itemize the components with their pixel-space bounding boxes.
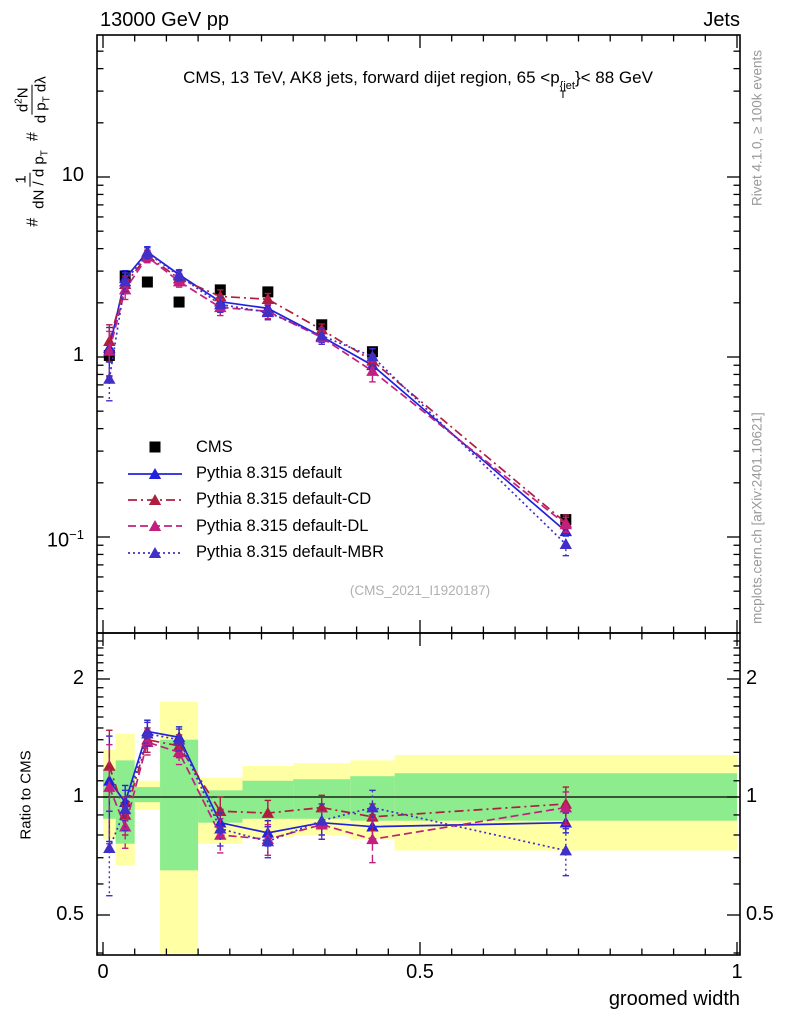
main-y-axis-label: # 1 dN / d pT # d2N d pT dλ	[10, 73, 56, 227]
x-tick-label: 0.5	[406, 961, 434, 983]
x-axis-label: groomed width	[608, 988, 740, 1010]
legend-marker-square	[149, 441, 161, 453]
ylabel-hash-2: #	[24, 132, 41, 142]
panel-title-prefix: CMS, 13 TeV, AK8 jets, forward dijet reg…	[183, 68, 560, 87]
legend-marker-line	[128, 546, 182, 558]
x-tick-label: 1	[731, 961, 743, 983]
legend-label: Pythia 8.315 default-CD	[196, 490, 372, 509]
panel-title: CMS, 13 TeV, AK8 jets, forward dijet reg…	[183, 68, 653, 101]
ratio-y-tick-label-left: 2	[72, 666, 84, 689]
ratio-y-tick-label-right: 0.5	[746, 903, 774, 925]
legend: CMS Pythia 8.315 default Pythia 8.315 defa…	[126, 434, 384, 566]
ratio-y-tick-label-left: 1	[72, 785, 84, 807]
legend-item-2: Pythia 8.315 default-CD	[126, 487, 384, 513]
header-analysis-group: Jets	[703, 9, 740, 31]
main-y-tick-label: 10	[61, 164, 84, 186]
legend-marker-line	[128, 520, 182, 532]
header-beam-energy: 13000 GeV pp	[100, 9, 229, 31]
ratio-y-tick-label-left: 0.5	[56, 903, 84, 925]
legend-item-4: Pythia 8.315 default-MBR	[126, 540, 384, 566]
panel-title-suffix: }< 88 GeV	[574, 68, 653, 87]
legend-label: CMS	[196, 437, 233, 456]
ylabel-frac2-den: d pT dλ	[32, 76, 53, 124]
legend-label: Pythia 8.315 default-DL	[196, 516, 369, 535]
rivet-version-note: Rivet 4.1.0, ≥ 100k events	[749, 50, 765, 206]
legend-item-3: Pythia 8.315 default-DL	[126, 513, 384, 539]
ratio-y-tick-label-right: 2	[746, 666, 758, 689]
panel-title-sub: T	[559, 89, 567, 101]
ratio-y-tick-label-right: 1	[746, 785, 758, 807]
legend-item-0: CMS	[126, 434, 384, 460]
ylabel-fraction-2: d2N d pT dλ	[10, 73, 56, 126]
legend-label: Pythia 8.315 default	[196, 464, 342, 483]
mcplots-credit: mcplots.cern.ch [arXiv:2401.10621]	[749, 412, 765, 624]
analysis-id-watermark: (CMS_2021_I1920187)	[349, 583, 491, 598]
legend-label: Pythia 8.315 default-MBR	[196, 543, 385, 562]
panel-title-sup: {jet	[559, 80, 575, 92]
main-y-tick-label: 1	[72, 344, 84, 366]
legend-marker-line	[128, 493, 182, 505]
legend-item-1: Pythia 8.315 default	[126, 460, 384, 486]
x-tick-label: 0	[97, 961, 109, 983]
ylabel-frac2-num: d2N	[10, 84, 33, 116]
main-y-tick-label: 10−1	[46, 527, 84, 552]
legend-marker-line	[128, 467, 182, 479]
ylabel-hash-1: #	[24, 217, 41, 227]
